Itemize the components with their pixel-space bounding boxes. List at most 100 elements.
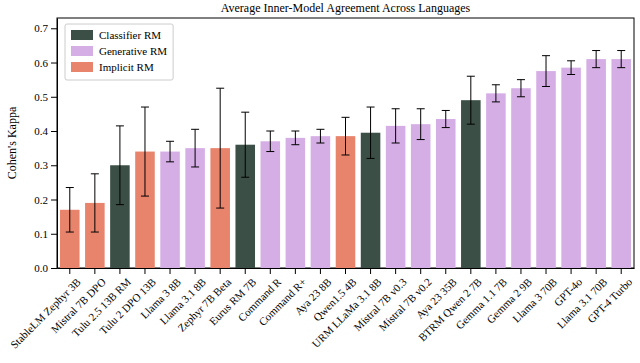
- legend: Classifier RMGenerative RMImplicit RM: [65, 24, 173, 80]
- x-tick-mark: [596, 268, 597, 274]
- error-cap: [492, 84, 500, 85]
- x-tick-mark: [495, 268, 496, 274]
- y-tick: 0.7: [34, 22, 57, 34]
- error-cap: [367, 158, 375, 159]
- error-line: [270, 131, 271, 152]
- series: [60, 88, 355, 268]
- error-cap: [266, 151, 274, 152]
- x-tick-mark: [170, 268, 171, 274]
- error-line: [220, 88, 221, 208]
- error-bar: [542, 56, 550, 87]
- bar: [411, 124, 431, 268]
- x-tick-mark: [144, 268, 145, 274]
- x-tick-mark: [245, 268, 246, 274]
- error-cap: [467, 124, 475, 125]
- y-tick-label: 0.6: [34, 57, 48, 69]
- bar: [461, 100, 481, 268]
- error-line: [395, 109, 396, 143]
- y-tick-mark: [51, 234, 57, 235]
- error-cap: [291, 144, 299, 145]
- legend-swatch: [71, 62, 93, 72]
- bar: [436, 119, 456, 268]
- y-tick-label: 0.3: [34, 159, 48, 171]
- bar: [286, 138, 306, 268]
- y-tick-mark: [51, 165, 57, 166]
- x-tick-mark: [546, 268, 547, 274]
- y-tick: 0.5: [34, 91, 57, 103]
- bar: [386, 126, 406, 268]
- y-tick-mark: [51, 131, 57, 132]
- y-tick-label: 0.1: [34, 228, 48, 240]
- error-cap: [517, 96, 525, 97]
- bar: [561, 68, 581, 268]
- x-tick-mark: [119, 268, 120, 274]
- error-cap: [166, 141, 174, 142]
- error-cap: [542, 86, 550, 87]
- error-cap: [291, 131, 299, 132]
- title: Average Inner-Model Agreement Across Lan…: [221, 1, 471, 15]
- error-bar: [316, 129, 324, 143]
- plot-frame: [57, 18, 634, 268]
- y-tick: 0.0: [34, 262, 57, 274]
- x-tick-mark: [195, 268, 196, 274]
- legend-box: [65, 24, 173, 80]
- y-tick-label: 0.5: [34, 91, 48, 103]
- x-tick-mark: [370, 268, 371, 274]
- x-tick-mark: [420, 268, 421, 274]
- x-tick: Gemma 2 9B: [484, 268, 534, 326]
- error-line: [144, 107, 145, 196]
- chart: 0.00.10.20.30.40.50.60.7StableLM Zephyr …: [0, 0, 640, 363]
- error-line: [445, 110, 446, 127]
- bar: [536, 71, 556, 268]
- error-bar: [492, 85, 500, 102]
- series: [160, 51, 631, 268]
- error-bar: [291, 131, 299, 145]
- error-line: [420, 109, 421, 140]
- bar: [611, 59, 631, 268]
- error-line: [370, 107, 371, 158]
- error-cap: [467, 76, 475, 77]
- error-bar: [342, 117, 350, 155]
- error-bar: [216, 88, 224, 208]
- error-line: [520, 80, 521, 97]
- error-bar: [266, 131, 274, 152]
- error-bar: [191, 129, 199, 167]
- error-bar: [517, 80, 525, 97]
- error-bar: [141, 107, 149, 196]
- error-cap: [66, 187, 74, 188]
- error-cap: [517, 79, 525, 80]
- error-bar: [617, 51, 625, 68]
- x-tick-mark: [270, 268, 271, 274]
- x-tick-mark: [295, 268, 296, 274]
- x-axis: StableLM Zephyr 3BMistral 7B DPOTulu 2.5…: [8, 268, 635, 351]
- error-line: [621, 51, 622, 68]
- error-cap: [316, 129, 324, 130]
- error-cap: [91, 232, 99, 233]
- error-line: [119, 126, 120, 205]
- error-cap: [592, 50, 600, 51]
- error-bar: [166, 141, 174, 162]
- error-bar: [116, 126, 124, 205]
- error-cap: [442, 110, 450, 111]
- error-cap: [66, 232, 74, 233]
- x-tick-mark: [621, 268, 622, 274]
- x-tick-mark: [220, 268, 221, 274]
- error-cap: [492, 101, 500, 102]
- x-tick-mark: [520, 268, 521, 274]
- error-line: [546, 56, 547, 87]
- error-line: [195, 129, 196, 167]
- error-cap: [567, 74, 575, 75]
- y-tick-mark: [51, 268, 57, 269]
- error-cap: [592, 67, 600, 68]
- x-tick-mark: [69, 268, 70, 274]
- error-line: [571, 61, 572, 75]
- x-tick: Eurus RM 7B: [207, 268, 259, 327]
- error-cap: [191, 166, 199, 167]
- error-line: [470, 76, 471, 124]
- x-tick-mark: [470, 268, 471, 274]
- legend-item: Implicit RM: [71, 61, 154, 73]
- y-tick-mark: [51, 63, 57, 64]
- error-bar: [91, 174, 99, 232]
- y-tick: 0.4: [34, 125, 57, 137]
- error-line: [69, 188, 70, 233]
